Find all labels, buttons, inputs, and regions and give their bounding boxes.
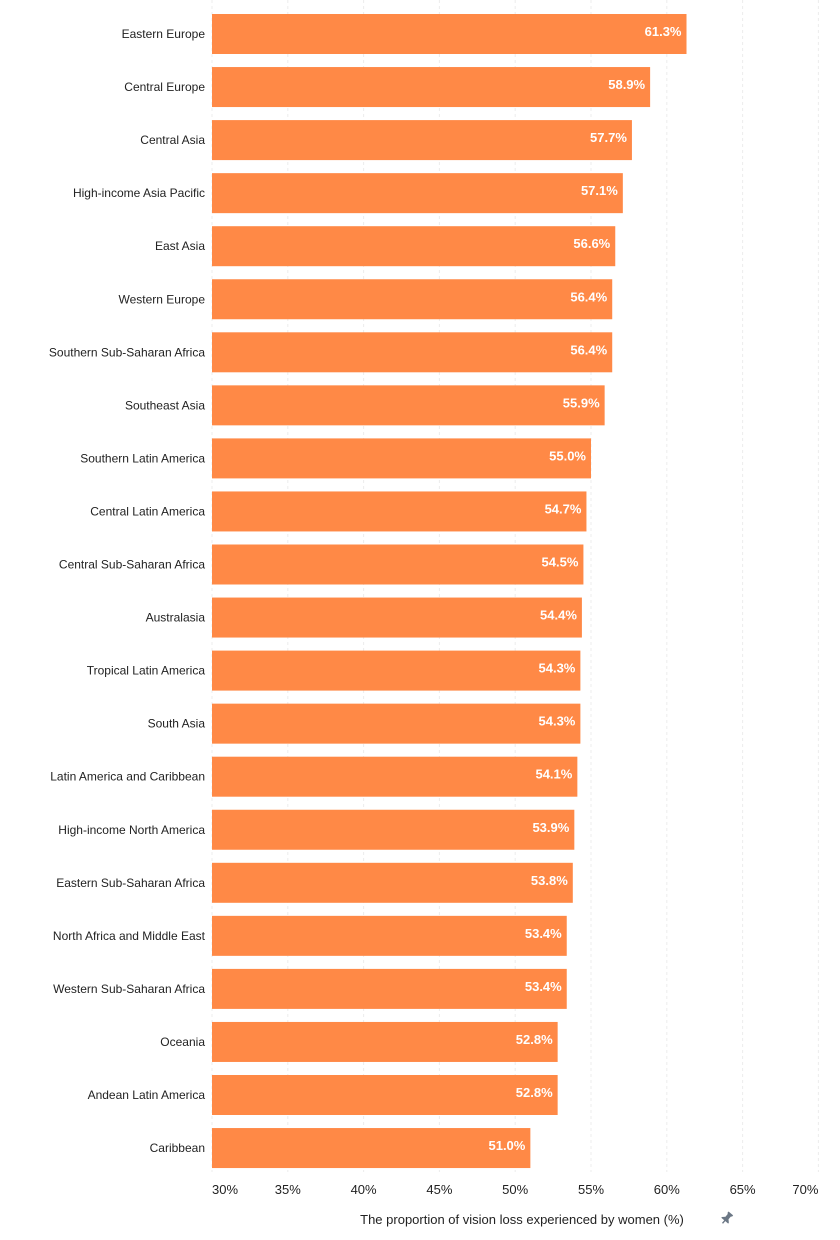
- data-label: 54.3%: [539, 661, 576, 676]
- category-label: Latin America and Caribbean: [50, 770, 205, 784]
- x-tick-label: 55%: [578, 1182, 604, 1197]
- bar[interactable]: [212, 332, 613, 373]
- bar[interactable]: [212, 67, 651, 108]
- data-label: 55.0%: [549, 448, 586, 463]
- category-label: Western Europe: [119, 292, 206, 306]
- value-labels: 61.3% 58.9% 57.7% 57.1% 56.6% 56.4% 56.4% 55.9%…: [488, 24, 681, 1153]
- data-label: 54.1%: [535, 767, 572, 782]
- bar[interactable]: [212, 226, 616, 267]
- category-label: Eastern Europe: [122, 27, 206, 41]
- category-label: Eastern Sub-Saharan Africa: [56, 876, 205, 890]
- category-label: High-income North America: [58, 823, 205, 837]
- category-label: Western Sub-Saharan Africa: [53, 982, 205, 996]
- data-label: 61.3%: [645, 24, 682, 39]
- x-tick-label: 70%: [792, 1182, 818, 1197]
- bar[interactable]: [212, 968, 567, 1009]
- data-label: 57.1%: [581, 183, 618, 198]
- bar[interactable]: [212, 915, 567, 956]
- category-label: Southern Sub-Saharan Africa: [49, 345, 205, 359]
- category-label: Central Europe: [124, 80, 205, 94]
- x-tick-label: 40%: [351, 1182, 377, 1197]
- data-label: 54.4%: [540, 608, 577, 623]
- bar[interactable]: [212, 809, 575, 850]
- data-label: 53.4%: [525, 926, 562, 941]
- bar[interactable]: [212, 650, 581, 691]
- data-label: 58.9%: [608, 77, 645, 92]
- data-label: 52.8%: [516, 1032, 553, 1047]
- data-label: 56.4%: [570, 342, 607, 357]
- category-label: Andean Latin America: [88, 1088, 206, 1102]
- data-label: 54.5%: [542, 555, 579, 570]
- data-label: 56.6%: [573, 236, 610, 251]
- x-axis-title: The proportion of vision loss experience…: [360, 1212, 684, 1227]
- category-label: Tropical Latin America: [87, 664, 206, 678]
- x-axis-ticks: 30% 35% 40% 45% 50% 55% 60% 65% 70%: [212, 1182, 819, 1197]
- bar[interactable]: [212, 279, 613, 320]
- category-label: High-income Asia Pacific: [73, 186, 205, 200]
- bar[interactable]: [212, 862, 573, 903]
- category-label: Central Asia: [140, 133, 205, 147]
- category-label: Southern Latin America: [80, 451, 205, 465]
- bar[interactable]: [212, 120, 632, 161]
- bar[interactable]: [212, 438, 591, 479]
- bar[interactable]: [212, 703, 581, 744]
- category-label: Central Latin America: [90, 504, 205, 518]
- pin-icon[interactable]: [719, 1211, 734, 1227]
- data-label: 52.8%: [516, 1085, 553, 1100]
- bar[interactable]: [212, 756, 578, 797]
- bar[interactable]: [212, 544, 584, 585]
- category-label: Central Sub-Saharan Africa: [59, 558, 205, 572]
- x-tick-label: 30%: [212, 1182, 238, 1197]
- data-label: 53.9%: [532, 820, 569, 835]
- category-label: East Asia: [155, 239, 205, 253]
- data-label: 54.3%: [539, 714, 576, 729]
- x-tick-label: 50%: [502, 1182, 528, 1197]
- x-tick-label: 65%: [730, 1182, 756, 1197]
- data-label: 53.8%: [531, 873, 568, 888]
- data-label: 55.9%: [563, 395, 600, 410]
- bar[interactable]: [212, 14, 687, 54]
- bar[interactable]: [212, 1021, 558, 1062]
- bar[interactable]: [212, 1128, 531, 1169]
- category-label: Oceania: [160, 1035, 205, 1049]
- bar[interactable]: [212, 385, 605, 426]
- category-label: South Asia: [148, 717, 206, 731]
- data-label: 54.7%: [545, 501, 582, 516]
- x-tick-label: 35%: [275, 1182, 301, 1197]
- data-label: 56.4%: [570, 289, 607, 304]
- category-label: Caribbean: [150, 1141, 205, 1155]
- category-labels: Eastern Europe Central Europe Central Asia…: [49, 27, 206, 1155]
- bar[interactable]: [212, 173, 623, 214]
- category-label: North Africa and Middle East: [53, 929, 206, 943]
- category-label: Southeast Asia: [125, 398, 205, 412]
- x-tick-label: 45%: [426, 1182, 452, 1197]
- bar[interactable]: [212, 1075, 558, 1115]
- bar[interactable]: [212, 491, 587, 532]
- data-label: 51.0%: [488, 1138, 525, 1153]
- x-tick-label: 60%: [654, 1182, 680, 1197]
- data-label: 53.4%: [525, 979, 562, 994]
- data-label: 57.7%: [590, 130, 627, 145]
- category-label: Australasia: [146, 611, 206, 625]
- bars: [212, 14, 687, 1169]
- bar[interactable]: [212, 597, 582, 638]
